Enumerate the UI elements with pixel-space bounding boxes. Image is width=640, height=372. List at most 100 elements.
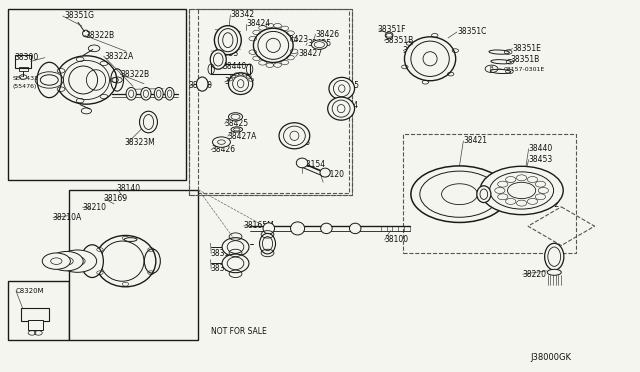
Text: 08157-0301E: 08157-0301E [504,67,545,72]
Bar [19,67,28,71]
Text: 38323M: 38323M [125,138,156,147]
Text: 38300: 38300 [14,53,38,62]
Text: 38210A: 38210A [52,213,82,222]
Bar [8,281,69,340]
Text: 38322A: 38322A [104,52,134,61]
Bar [403,134,576,253]
Ellipse shape [489,50,509,54]
Text: 38140: 38140 [116,185,141,193]
Text: SEC.431: SEC.431 [12,76,38,81]
Text: 38351C: 38351C [457,28,486,36]
Ellipse shape [385,32,393,39]
Bar [21,308,49,321]
Text: 38351E: 38351E [513,44,541,53]
Text: 38423: 38423 [287,138,311,147]
Ellipse shape [228,113,243,121]
Ellipse shape [214,26,241,55]
Ellipse shape [231,127,243,132]
Text: 38322B: 38322B [86,31,115,40]
Text: 38440: 38440 [223,62,247,71]
Ellipse shape [547,269,561,275]
Bar [28,320,43,330]
Text: 38220: 38220 [189,81,212,90]
Ellipse shape [296,158,308,168]
Ellipse shape [141,87,151,100]
Ellipse shape [349,223,361,234]
Ellipse shape [490,69,511,74]
Ellipse shape [222,238,249,256]
Circle shape [42,253,70,269]
Text: 38210: 38210 [82,203,106,212]
Text: 38351F: 38351F [378,25,406,34]
Text: 38426: 38426 [211,145,236,154]
Text: J38000GK: J38000GK [531,353,572,362]
Circle shape [411,166,508,222]
Text: 38351G: 38351G [64,12,94,20]
Ellipse shape [312,40,328,49]
Ellipse shape [491,60,511,64]
Ellipse shape [124,238,137,241]
Text: 38102: 38102 [480,192,504,201]
Ellipse shape [126,87,136,100]
Text: 38424: 38424 [335,101,359,110]
Ellipse shape [260,234,275,254]
Text: 38220: 38220 [522,270,547,279]
Circle shape [50,251,83,271]
Ellipse shape [37,62,61,97]
Ellipse shape [328,97,355,120]
Text: 38310A: 38310A [210,264,239,273]
Ellipse shape [56,56,117,104]
Text: 38100: 38100 [384,235,408,244]
Ellipse shape [81,245,104,278]
Ellipse shape [320,168,330,177]
Ellipse shape [263,223,275,234]
Ellipse shape [140,111,157,133]
Ellipse shape [222,254,249,273]
Ellipse shape [154,87,163,100]
Text: 38453: 38453 [214,49,239,58]
Text: 38427: 38427 [298,49,323,58]
Text: 38342: 38342 [230,10,255,19]
Ellipse shape [210,50,227,69]
Ellipse shape [165,87,174,100]
Circle shape [480,166,563,215]
Ellipse shape [321,223,332,234]
Text: 38169: 38169 [104,194,128,203]
Ellipse shape [545,243,564,270]
Text: 38453: 38453 [529,155,553,164]
Ellipse shape [291,222,305,235]
Text: 38440: 38440 [529,144,553,153]
Text: 38225: 38225 [224,77,248,86]
Text: 38165M: 38165M [243,221,274,230]
Bar [189,9,352,195]
Circle shape [58,250,97,272]
Ellipse shape [196,77,208,91]
Ellipse shape [329,77,355,100]
Circle shape [212,137,230,147]
Text: 38424: 38424 [246,19,271,28]
Text: 38225: 38225 [335,81,360,90]
Text: C8320M: C8320M [15,288,44,294]
Ellipse shape [253,28,293,62]
Text: 38342: 38342 [535,200,559,209]
Text: NOT FOR SALE: NOT FOR SALE [211,327,267,336]
Text: 38425: 38425 [224,119,248,128]
Text: (55476): (55476) [12,84,36,89]
Text: 38322B: 38322B [120,70,150,79]
Ellipse shape [279,123,310,149]
Bar [211,64,250,74]
Text: 38427A: 38427A [227,132,257,141]
Text: 38423: 38423 [285,35,309,44]
Text: B: B [490,66,493,71]
Text: 38421: 38421 [463,137,488,145]
Text: 38351B: 38351B [384,36,413,45]
Text: 38310A: 38310A [210,249,239,258]
Ellipse shape [404,37,456,81]
Text: 38426: 38426 [316,30,340,39]
Text: 38351B: 38351B [510,55,540,64]
Bar [69,190,198,340]
Text: 38120: 38120 [320,170,344,179]
Ellipse shape [95,235,156,287]
Bar [8,9,186,180]
Text: 38154: 38154 [301,160,326,169]
